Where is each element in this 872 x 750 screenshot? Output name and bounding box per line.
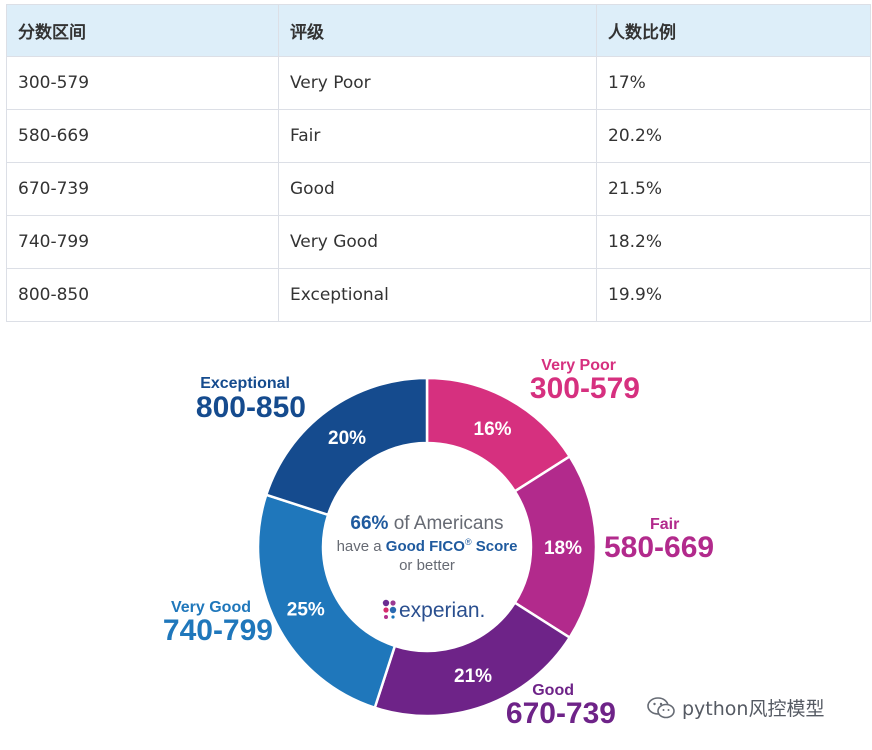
center-line-2: have a Good FICO® Score (337, 537, 518, 555)
slice-range-label: 670-739 (506, 697, 616, 730)
slice-rating-label: Exceptional (200, 375, 290, 392)
cell-share: 20.2% (596, 109, 871, 163)
cell-share: 19.9% (596, 268, 871, 322)
slice-rating-label: Very Poor (541, 357, 616, 374)
cell-rating: Good (278, 162, 597, 216)
header-rating: 评级 (278, 4, 597, 57)
donut-slice-exceptional (264, 376, 429, 517)
center-caption: 66% of Americans have a Good FICO® Score… (337, 513, 518, 574)
donut-slices (256, 376, 598, 718)
experian-wordmark: experian. (399, 599, 485, 622)
cell-score-range: 740-799 (6, 215, 279, 269)
experian-logo: experian. (382, 599, 485, 622)
cell-score-range: 670-739 (6, 162, 279, 216)
slice-rating-label: Very Good (171, 599, 251, 616)
cell-share: 17% (596, 56, 871, 110)
table-row: 670-739 Good 21.5% (6, 162, 871, 216)
cell-rating: Very Good (278, 215, 597, 269)
header-population-share: 人数比例 (596, 4, 871, 57)
slice-range-label: 740-799 (163, 614, 273, 647)
cell-rating: Fair (278, 109, 597, 163)
slice-range-label: 580-669 (604, 531, 714, 564)
slice-percent-labels: 16% 18% 21% 25% 20% (287, 419, 582, 687)
cell-score-range: 300-579 (6, 56, 279, 110)
header-score-range: 分数区间 (6, 4, 279, 57)
center-line-3: or better (399, 557, 455, 574)
slice-percent-label: 18% (544, 538, 582, 559)
slice-percent-label: 21% (454, 666, 492, 687)
watermark-text: python风控模型 (682, 698, 825, 720)
table-row: 740-799 Very Good 18.2% (6, 215, 871, 269)
donut-slice-very-good (256, 493, 397, 710)
center-line-1: 66% of Americans (350, 513, 503, 534)
table-header-row: 分数区间 评级 人数比例 (6, 4, 871, 57)
table-row: 800-850 Exceptional 19.9% (6, 268, 871, 322)
slice-range-label: 300-579 (530, 372, 640, 405)
table-row: 580-669 Fair 20.2% (6, 109, 871, 163)
cell-share: 18.2% (596, 215, 871, 269)
cell-share: 21.5% (596, 162, 871, 216)
table-row: 300-579 Very Poor 17% (6, 56, 871, 110)
wechat-icon (647, 696, 675, 718)
cell-rating: Exceptional (278, 268, 597, 322)
score-table: 分数区间 评级 人数比例 300-579 Very Poor 17% 580-6… (6, 4, 871, 322)
cell-score-range: 580-669 (6, 109, 279, 163)
slice-rating-label: Good (532, 682, 574, 699)
cell-score-range: 800-850 (6, 268, 279, 322)
experian-dots-icon (382, 599, 397, 619)
cell-rating: Very Poor (278, 56, 597, 110)
slice-percent-label: 16% (474, 419, 512, 440)
slice-percent-label: 25% (287, 600, 325, 621)
watermark: python风控模型 (646, 694, 824, 721)
slice-range-label: 800-850 (196, 391, 306, 424)
slice-percent-label: 20% (328, 428, 366, 449)
slice-rating-label: Fair (650, 516, 679, 533)
